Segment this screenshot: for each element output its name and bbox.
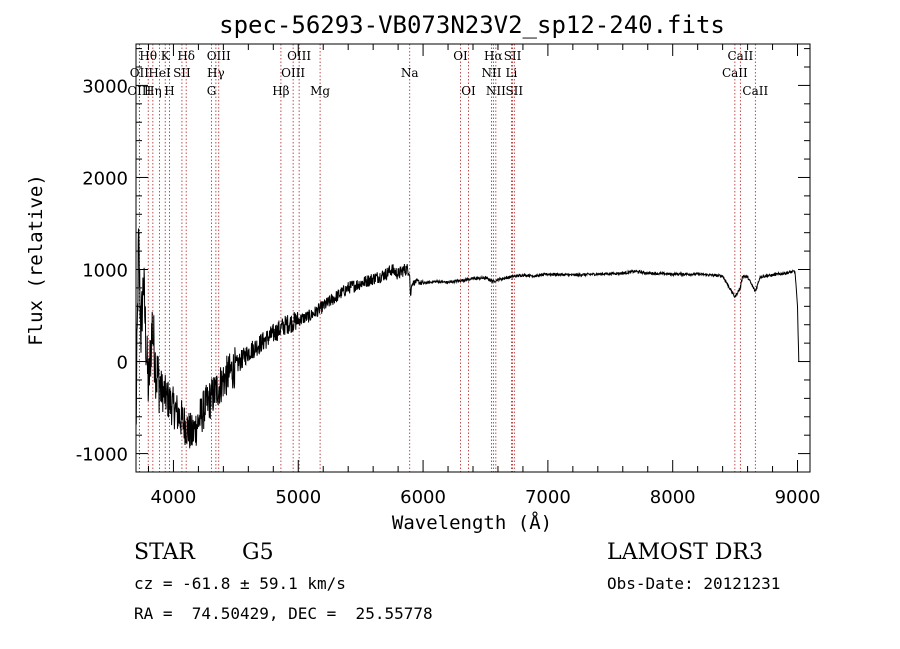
spectral-line-label: CaII (742, 84, 768, 98)
spectral-line-label: NII (486, 84, 506, 98)
object-class: STAR (134, 540, 195, 565)
spectral-line-label: Li (506, 66, 518, 80)
spectral-line-label: OIII (287, 49, 311, 63)
y-tick-label: 1000 (82, 261, 128, 282)
spectral-line-label: SII (173, 66, 191, 80)
x-tick-label: 4000 (151, 487, 197, 508)
x-tick-label: 5000 (275, 487, 321, 508)
axis-ticks (136, 44, 810, 472)
spectral-line-label: OI (461, 84, 476, 98)
x-tick-label: 8000 (650, 487, 696, 508)
chart-title: spec-56293-VB073N23V2_sp12-240.fits (219, 11, 725, 39)
y-tick-labels: -1000 0 1000 2000 3000 (76, 76, 128, 465)
plot-frame (135, 43, 811, 473)
spectral-line-label: Hθ (139, 49, 157, 63)
spectral-line-markers (138, 44, 756, 472)
spectral-line-label: OI (453, 49, 468, 63)
spectral-line-label: OIII (281, 66, 305, 80)
spectral-line-label: HeI (148, 66, 171, 80)
x-tick-label: 9000 (775, 487, 821, 508)
y-tick-label: 2000 (82, 168, 128, 189)
x-tick-labels: 4000 5000 6000 7000 8000 9000 (151, 487, 821, 508)
y-tick-label: 0 (117, 353, 128, 374)
spectral-line-label: Na (401, 66, 419, 80)
spectral-line-label: H (164, 84, 174, 98)
x-axis-label: Wavelength (Å) (392, 511, 552, 534)
redshift-readout: cz = -61.8 ± 59.1 km/s (134, 574, 346, 593)
spectral-line-label: Hα (484, 49, 503, 63)
spectral-line-label: Hβ (272, 84, 289, 98)
spectral-line-label: CaII (722, 66, 748, 80)
x-tick-label: 7000 (525, 487, 571, 508)
spectral-line-label: OIII (207, 49, 231, 63)
spectral-line-label: G (207, 84, 217, 98)
spectral-line-label: Hη (144, 84, 162, 98)
spectral-line-label: CaII (727, 49, 753, 63)
spectral-line-label: K (161, 49, 171, 63)
y-axis-label: Flux (relative) (25, 174, 47, 346)
spectral-line-label: OIII (127, 84, 151, 98)
obs-date: Obs-Date: 20121231 (607, 574, 781, 593)
flux-series-line (135, 228, 800, 449)
object-subclass: G5 (242, 540, 274, 565)
spectral-line-label: OII (130, 66, 150, 80)
survey-name: LAMOST DR3 (607, 540, 763, 565)
x-tick-label: 6000 (400, 487, 446, 508)
y-tick-label: -1000 (76, 445, 128, 466)
spectral-line-label: NII (481, 66, 501, 80)
spectral-line-label: SII (505, 84, 523, 98)
spectral-line-label: Hδ (177, 49, 195, 63)
y-tick-label: 3000 (82, 76, 128, 97)
spectral-line-label: Mg (310, 84, 330, 98)
spectral-line-label: SII (504, 49, 522, 63)
coordinates: RA = 74.50429, DEC = 25.55778 (134, 604, 433, 623)
spectral-line-label: Hγ (207, 66, 225, 80)
